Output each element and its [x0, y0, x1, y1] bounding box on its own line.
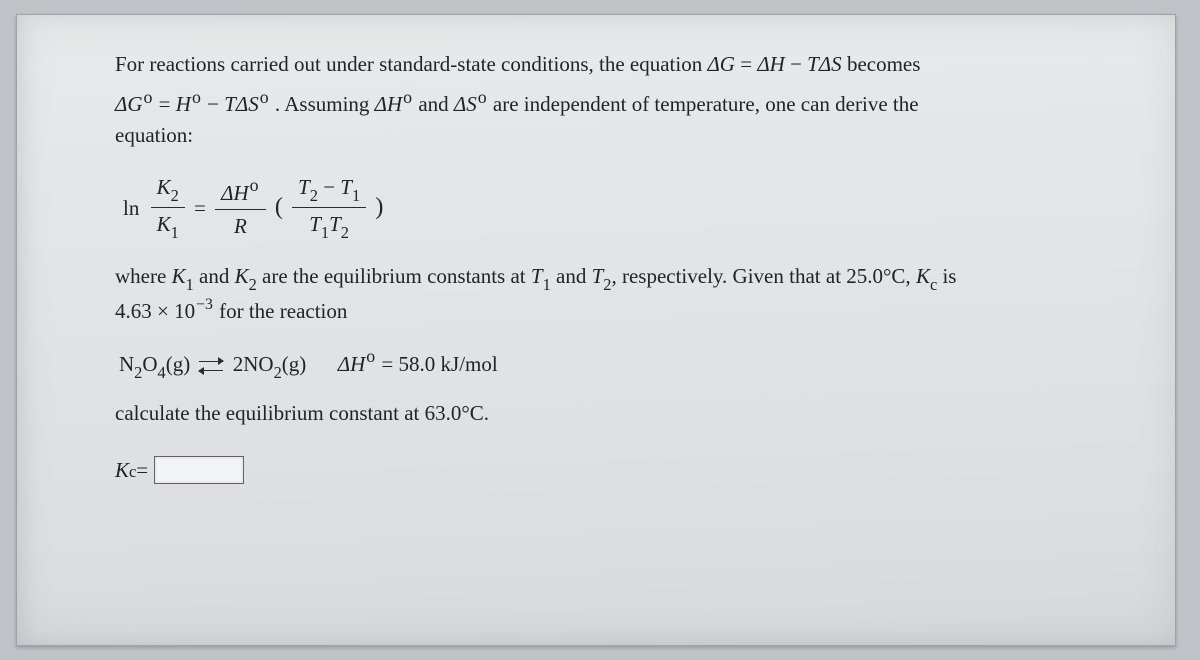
sup-o-5: o	[478, 87, 487, 107]
frac-k2-k1: K2 K1	[151, 172, 185, 243]
vant-hoff-equation: ln K2 K1 = ΔHo R ( T2 − T1 T1T2	[123, 172, 1133, 243]
chem-no-2: 2	[274, 363, 282, 382]
eq-t: T	[807, 52, 819, 76]
answer-kc: K	[115, 455, 129, 485]
tail-text: are independent of temperature, one can …	[493, 92, 919, 116]
t1-sym: T	[340, 175, 352, 199]
eq-ds: ΔS	[819, 52, 842, 76]
frac-dh-r: ΔHo R	[215, 174, 265, 242]
problem-sheet: For reactions carried out under standard…	[16, 14, 1176, 646]
equilibrium-arrows-icon	[199, 359, 223, 373]
k1-sub: 1	[171, 223, 179, 242]
r-sym: R	[234, 214, 247, 238]
where-t1-sub: 1	[543, 275, 551, 294]
dh-sym: ΔH	[221, 181, 249, 205]
where-t2-sub: 2	[603, 275, 611, 294]
where-k2: K	[235, 264, 249, 288]
chem-no: NO	[243, 352, 273, 376]
t1t2-b: T	[329, 212, 341, 236]
n2o4: N2O4(g)	[119, 352, 195, 376]
chem-2: 2	[233, 352, 244, 376]
frac-t2t1: T2 − T1 T1T2	[292, 172, 366, 243]
ln-text: ln	[123, 193, 139, 223]
rparen: )	[375, 190, 383, 225]
t2-sym: T	[298, 175, 310, 199]
where-kc: K	[916, 264, 930, 288]
chem-val: = 58.0 kJ/mol	[376, 352, 498, 376]
h0: H	[176, 92, 191, 116]
dh0: ΔH	[375, 92, 403, 116]
where-is: is	[937, 264, 956, 288]
minus-sign: −	[207, 92, 224, 116]
sup-o-6: o	[250, 175, 259, 195]
where-line-2: 4.63 × 10−3 for the reaction	[115, 295, 1133, 326]
k2-sub: 2	[171, 186, 179, 205]
for-the-reaction: for the reaction	[214, 299, 348, 323]
where-k2-sub: 2	[249, 275, 257, 294]
kc-input[interactable]	[154, 456, 244, 484]
eq-sign: =	[159, 92, 176, 116]
k1-sym: K	[157, 212, 171, 236]
dg0: ΔG	[115, 92, 143, 116]
where-t2: T	[592, 264, 604, 288]
eq-equals: =	[194, 193, 206, 223]
eq-minus: −	[785, 52, 807, 76]
chem-g2: (g)	[282, 352, 307, 376]
where-k1: K	[172, 264, 186, 288]
two-no2: 2NO2(g)	[233, 352, 312, 376]
sup-o-3: o	[260, 87, 269, 107]
chem-o: O	[142, 352, 157, 376]
calculate-line: calculate the equilibrium constant at 63…	[115, 398, 1133, 428]
intro-line-3: equation:	[115, 120, 1133, 150]
chem-n: N	[119, 352, 134, 376]
intro-text-a: For reactions carried out under standard…	[115, 52, 707, 76]
ds0: ΔS	[454, 92, 477, 116]
where-kc-sub: c	[930, 275, 937, 294]
eq-dh: ΔH	[757, 52, 785, 76]
t1t2-a-sub: 1	[321, 223, 329, 242]
where-a: where	[115, 264, 172, 288]
answer-eq: =	[136, 455, 148, 485]
where-b: are the equilibrium constants at	[257, 264, 531, 288]
sup-o-7: o	[366, 346, 375, 366]
sup-o-2: o	[192, 87, 201, 107]
intro-line-1: For reactions carried out under standard…	[115, 49, 1133, 79]
chem-n-2: 2	[134, 363, 142, 382]
exp-neg3: −3	[196, 296, 213, 313]
lparen: (	[275, 190, 283, 225]
and-text: and	[418, 92, 454, 116]
where-t1: T	[531, 264, 543, 288]
t-minus: −	[318, 175, 340, 199]
where-and2: and	[551, 264, 592, 288]
t1t2-b-sub: 2	[341, 223, 349, 242]
value-4p63: 4.63 × 10	[115, 299, 195, 323]
t2-sub: 2	[310, 186, 318, 205]
chem-g1: (g)	[166, 352, 191, 376]
t1-sub: 1	[352, 186, 360, 205]
tas0: TΔS	[224, 92, 259, 116]
intro-line-2: ΔGo = Ho − TΔSo . Assuming ΔHo and ΔSo a…	[115, 85, 1133, 150]
where-c: , respectively. Given that at 25.0°C,	[611, 264, 915, 288]
where-paragraph: where K1 and K2 are the equilibrium cons…	[115, 261, 1133, 326]
assuming-text: . Assuming	[275, 92, 375, 116]
chem-dh: ΔH	[338, 352, 366, 376]
eq-dg: ΔG	[707, 52, 735, 76]
sup-o-1: o	[144, 87, 153, 107]
t1t2-a: T	[309, 212, 321, 236]
k2-sym: K	[157, 175, 171, 199]
intro-text-b: becomes	[847, 52, 920, 76]
eq-eq: =	[735, 52, 757, 76]
answer-kc-sub: c	[129, 460, 136, 484]
chemical-equation: N2O4(g) 2NO2(g) ΔHo = 58.0 kJ/mol	[119, 345, 1133, 383]
where-k1-sub: 1	[186, 275, 194, 294]
answer-row: Kc =	[115, 455, 1133, 485]
sup-o-4: o	[403, 87, 412, 107]
chem-o-4: 4	[158, 363, 166, 382]
where-and: and	[194, 264, 235, 288]
